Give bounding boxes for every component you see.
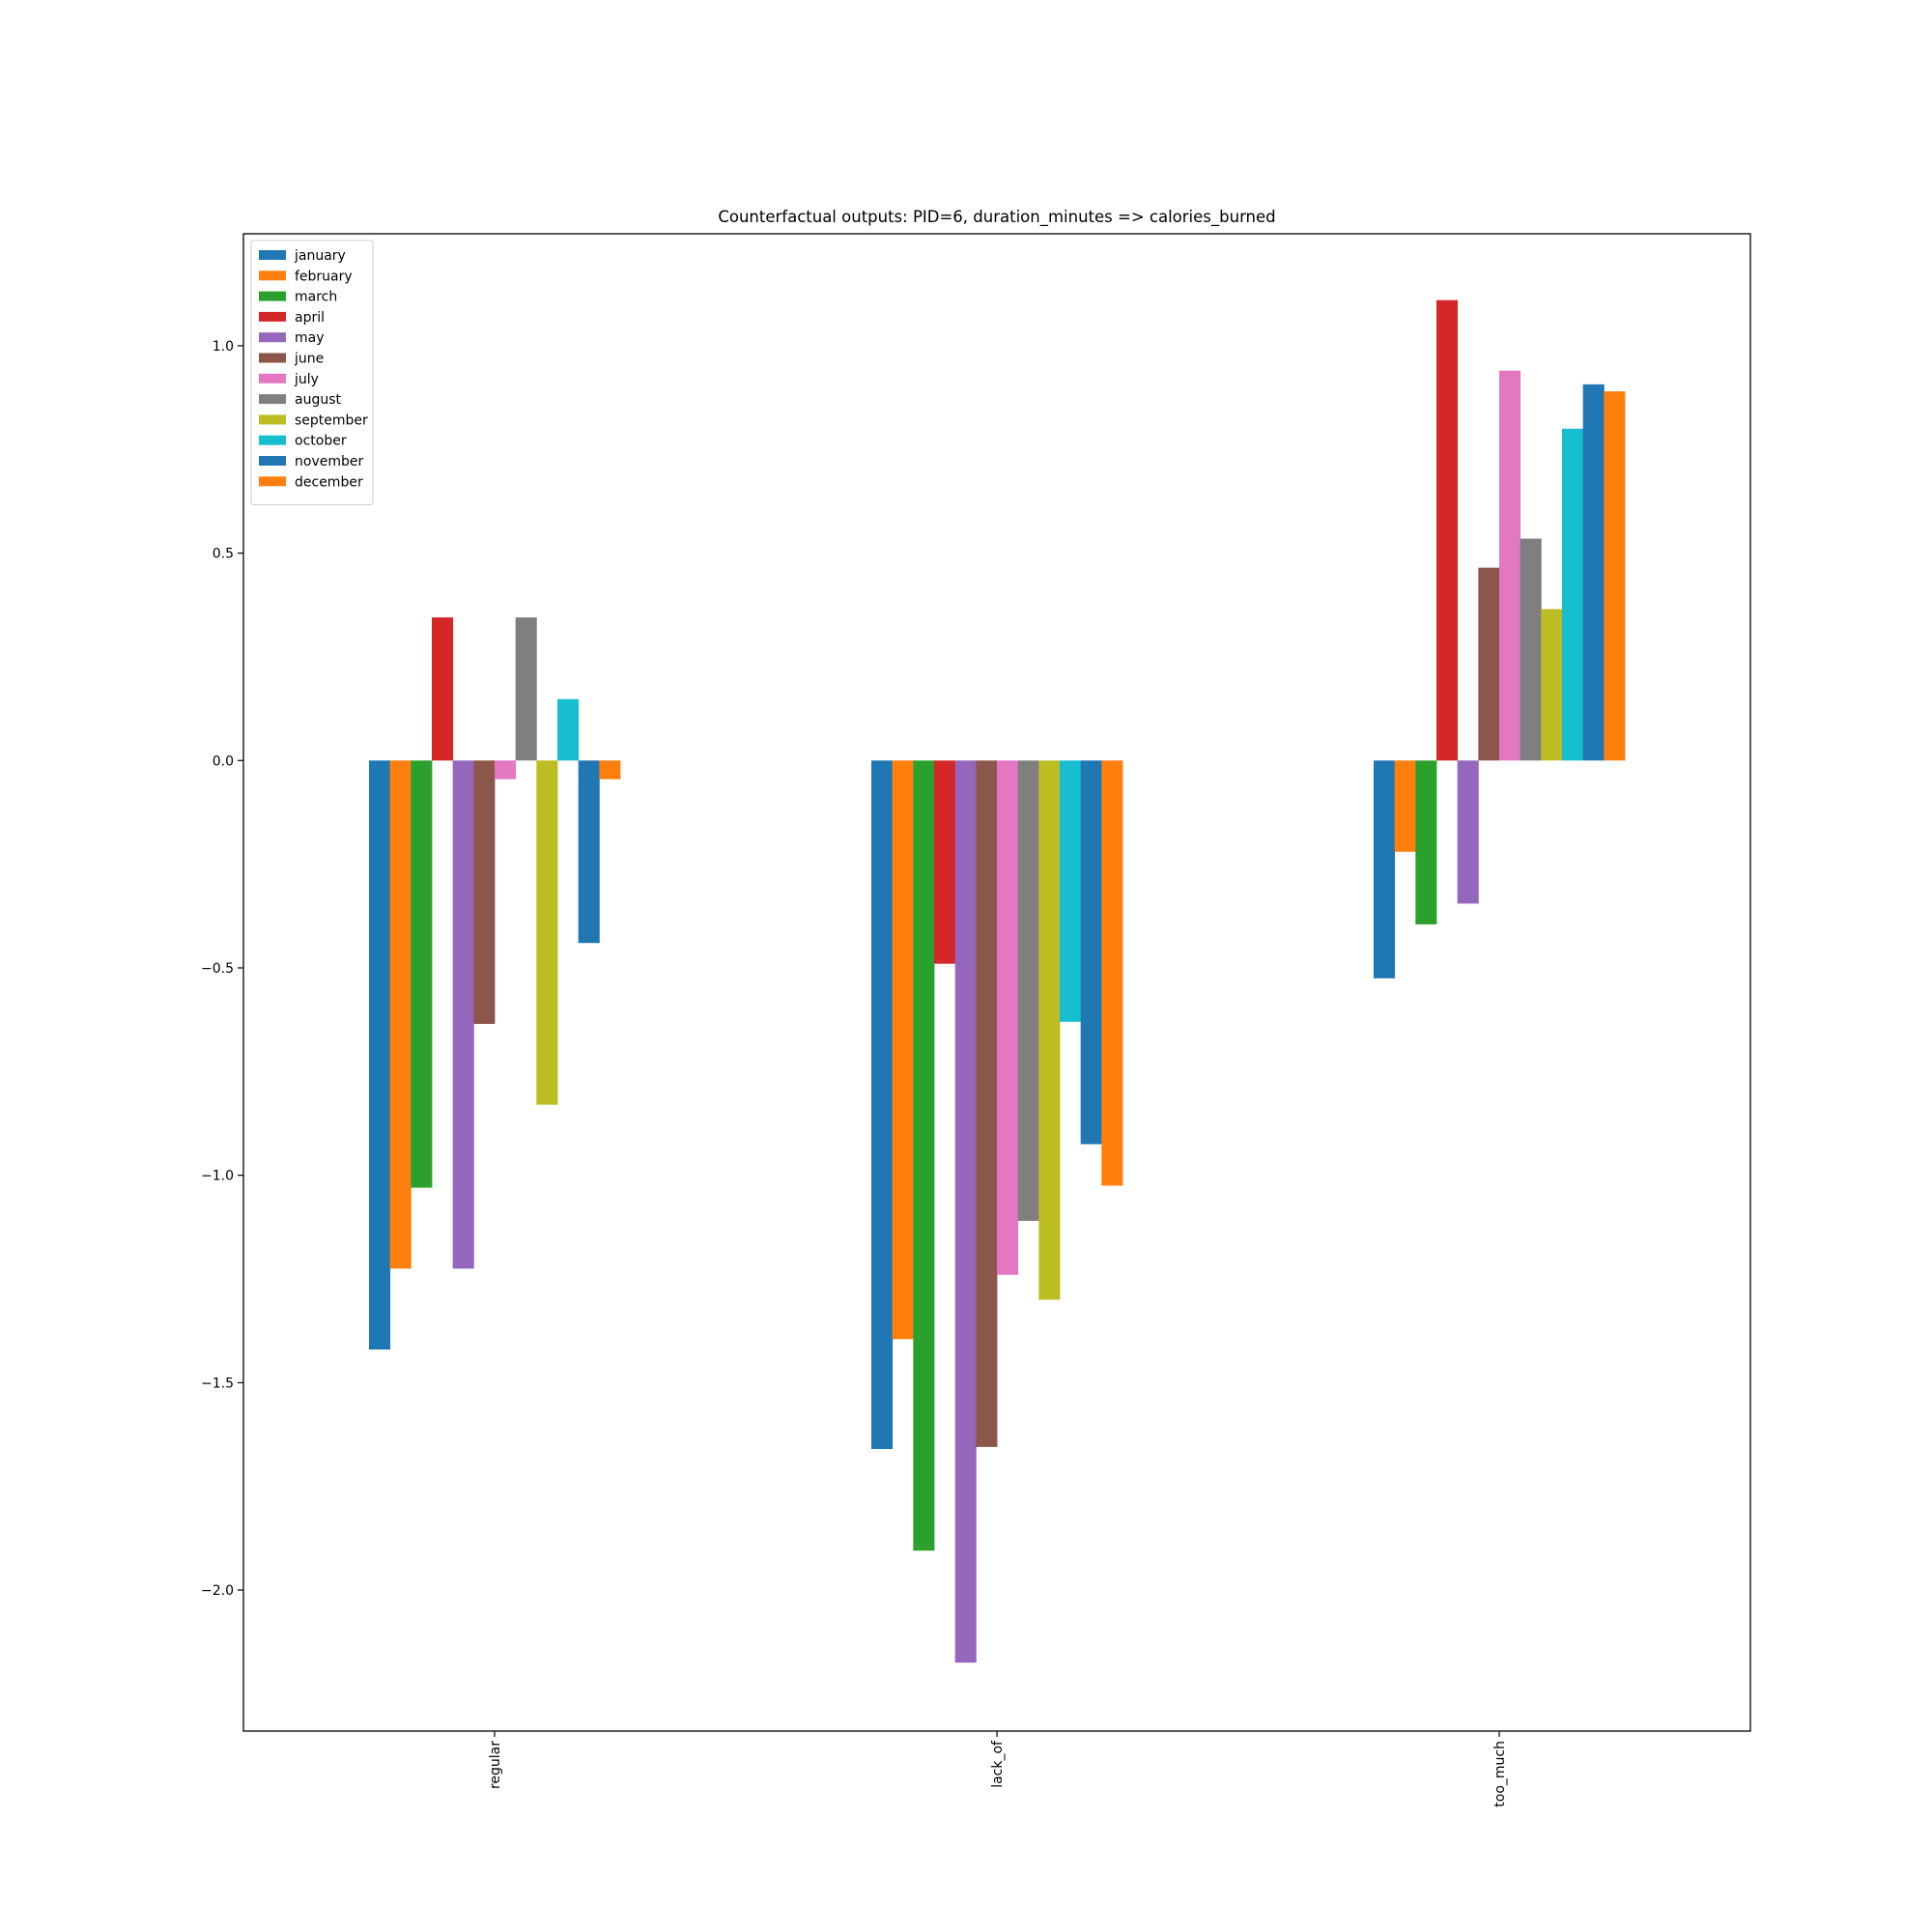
legend-label-july: july — [294, 372, 319, 387]
legend-swatch-july — [259, 373, 286, 384]
legend-swatch-june — [259, 353, 286, 363]
legend-swatch-may — [259, 332, 286, 343]
bar-january-lack_of — [871, 760, 894, 1450]
legend-label-april: april — [295, 310, 325, 326]
x-axis: regular lack_of too_much — [488, 1731, 1508, 1807]
y-tick-label: 0.0 — [213, 753, 234, 769]
x-tick-label-regular: regular — [488, 1741, 503, 1789]
bar-july-too_much — [1499, 370, 1521, 761]
bar-september-lack_of — [1038, 760, 1061, 1300]
bar-may-lack_of — [954, 760, 977, 1663]
y-tick-label: 1.0 — [213, 339, 234, 355]
legend: january february march april may june july augu… — [250, 240, 374, 506]
x-tick-label-lack_of: lack_of — [990, 1740, 1006, 1788]
bar-april-lack_of — [934, 760, 956, 964]
bar-march-too_much — [1415, 760, 1437, 924]
bar-february-too_much — [1394, 760, 1416, 852]
legend-label-september: september — [295, 412, 368, 428]
bar-march-regular — [411, 760, 433, 1188]
bar-september-regular — [536, 760, 558, 1105]
legend-swatch-november — [259, 456, 286, 466]
bar-april-regular — [432, 617, 454, 761]
y-tick-label: 0.5 — [213, 547, 234, 562]
bar-june-lack_of — [976, 760, 998, 1447]
bar-may-regular — [452, 760, 474, 1269]
legend-label-october: october — [295, 434, 347, 449]
legend-swatch-august — [259, 394, 286, 405]
legend-label-march: march — [295, 290, 337, 305]
bar-april-too_much — [1436, 299, 1459, 761]
y-tick-label: −1.0 — [201, 1169, 234, 1184]
bar-august-lack_of — [1017, 760, 1039, 1221]
legend-label-may: may — [295, 330, 325, 346]
legend-label-november: november — [295, 454, 363, 469]
bars-layer — [369, 299, 1626, 1663]
legend-swatch-december — [259, 476, 286, 487]
bar-march-lack_of — [913, 760, 935, 1551]
bar-november-lack_of — [1080, 760, 1102, 1145]
bar-january-too_much — [1374, 760, 1396, 979]
legend-swatch-january — [259, 250, 286, 260]
bar-february-lack_of — [892, 760, 914, 1340]
bar-october-too_much — [1562, 428, 1584, 761]
legend-swatch-september — [259, 414, 286, 425]
legend-swatch-october — [259, 435, 286, 445]
bar-september-too_much — [1541, 609, 1563, 761]
bar-may-too_much — [1457, 760, 1479, 904]
legend-label-june: june — [294, 352, 324, 367]
legend-label-december: december — [295, 474, 363, 490]
y-tick-label: −1.5 — [201, 1376, 234, 1391]
y-axis: −2.0 −1.5 −1.0 −0.5 0.0 0.5 1.0 — [201, 339, 243, 1599]
y-tick-label: −2.0 — [201, 1583, 234, 1599]
bar-june-too_much — [1478, 567, 1500, 761]
bar-december-lack_of — [1101, 760, 1123, 1186]
legend-label-january: january — [294, 248, 346, 264]
x-tick-label-too_much: too_much — [1492, 1741, 1508, 1807]
bar-november-too_much — [1582, 384, 1605, 761]
bar-january-regular — [369, 760, 391, 1350]
chart-title: Counterfactual outputs: PID=6, duration_… — [718, 208, 1275, 227]
bar-december-regular — [599, 760, 621, 780]
legend-label-august: august — [295, 392, 342, 408]
bar-july-regular — [495, 760, 517, 780]
bar-october-regular — [557, 698, 580, 761]
legend-swatch-april — [259, 311, 286, 322]
bar-august-regular — [515, 617, 537, 761]
bar-february-regular — [389, 760, 412, 1269]
bar-june-regular — [473, 760, 496, 1024]
legend-label-february: february — [295, 269, 353, 284]
bar-july-lack_of — [997, 760, 1019, 1275]
bar-august-too_much — [1520, 538, 1542, 761]
legend-swatch-february — [259, 270, 286, 281]
bar-december-too_much — [1604, 391, 1626, 761]
y-tick-label: −0.5 — [201, 961, 234, 977]
bar-november-regular — [578, 760, 600, 944]
legend-swatch-march — [259, 291, 286, 301]
bar-october-lack_of — [1060, 760, 1082, 1022]
